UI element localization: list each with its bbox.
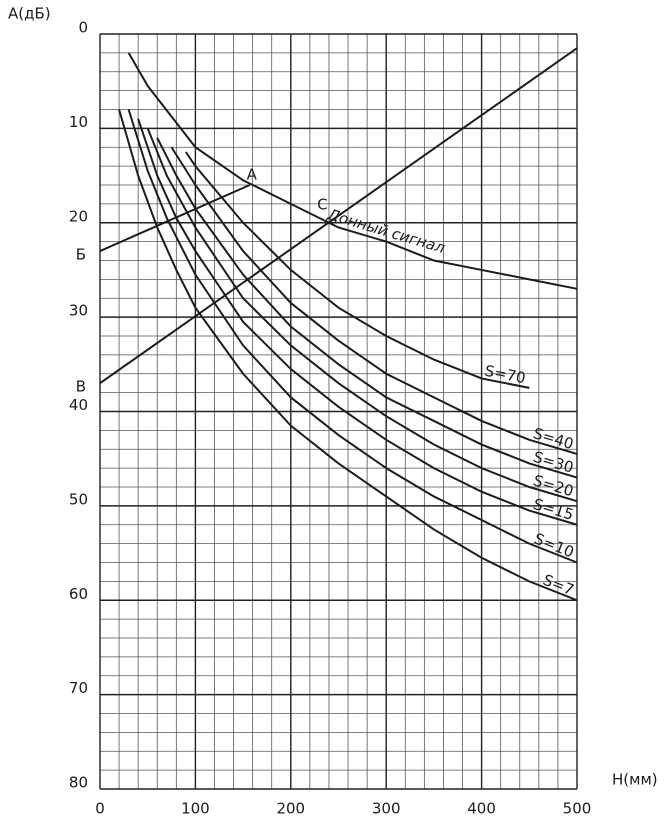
point-label: Б — [76, 246, 86, 264]
point-label: В — [76, 378, 86, 396]
y-tick-label: 50 — [69, 490, 88, 508]
y-tick-label: 70 — [69, 679, 88, 697]
y-tick-label: 30 — [69, 302, 88, 320]
x-tick-label: 200 — [276, 800, 305, 818]
y-tick-label: 80 — [69, 774, 88, 792]
curve — [127, 52, 578, 290]
y-tick-label: 10 — [69, 113, 88, 131]
curve — [118, 109, 578, 602]
curve — [156, 137, 578, 479]
point-label: А — [247, 166, 258, 184]
curve — [137, 118, 578, 526]
x-tick-label: 100 — [181, 800, 210, 818]
x-tick-label: 0 — [95, 800, 105, 818]
y-axis-label: А(дБ) — [8, 5, 51, 23]
curve — [127, 109, 578, 564]
y-tick-label: 40 — [69, 396, 88, 414]
curve — [170, 146, 578, 455]
curve — [99, 47, 578, 385]
x-tick-label: 400 — [467, 800, 496, 818]
x-tick-label: 300 — [372, 800, 401, 818]
curve — [185, 151, 530, 389]
x-axis-label: Н(мм) — [612, 771, 658, 789]
y-tick-label: 0 — [78, 19, 88, 37]
curve — [99, 184, 251, 252]
y-tick-label: 60 — [69, 585, 88, 603]
curve — [146, 128, 578, 503]
y-tick-label: 20 — [69, 207, 88, 225]
point-label: С — [317, 196, 327, 214]
x-tick-label: 500 — [563, 800, 592, 818]
